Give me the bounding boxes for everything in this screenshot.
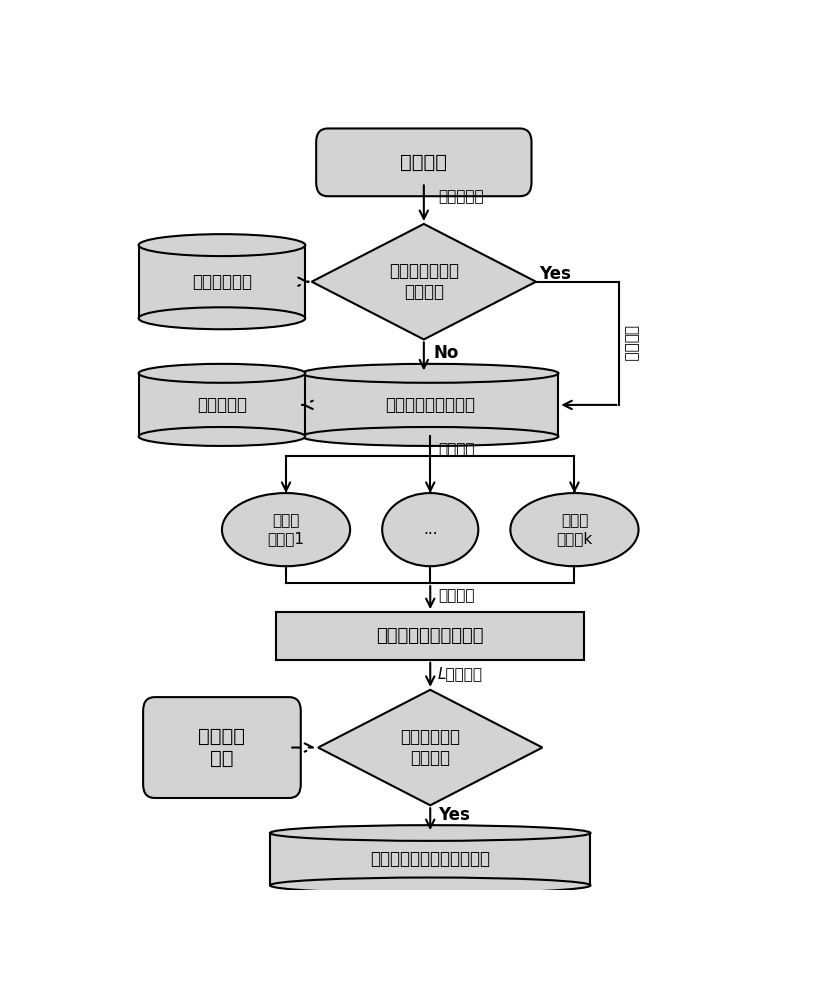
Text: 研究区域: 研究区域 bbox=[400, 153, 447, 172]
Ellipse shape bbox=[382, 493, 478, 566]
Bar bbox=[302, 373, 558, 436]
FancyBboxPatch shape bbox=[316, 128, 532, 196]
Text: 插补回填: 插补回填 bbox=[624, 325, 638, 362]
Ellipse shape bbox=[139, 427, 305, 446]
Text: 降维分析: 降维分析 bbox=[438, 442, 475, 457]
Ellipse shape bbox=[270, 825, 590, 841]
Ellipse shape bbox=[139, 307, 305, 329]
Text: ...: ... bbox=[423, 522, 437, 537]
Text: No: No bbox=[433, 344, 459, 362]
Text: 空间随机
抽样: 空间随机 抽样 bbox=[198, 727, 246, 768]
Text: 特征加权: 特征加权 bbox=[438, 588, 475, 603]
Text: 顾及地理环境特征负样本集: 顾及地理环境特征负样本集 bbox=[370, 850, 490, 868]
Text: 地理环境加权特征空间: 地理环境加权特征空间 bbox=[376, 627, 484, 645]
Text: Yes: Yes bbox=[539, 265, 571, 283]
Text: 地理环境数据: 地理环境数据 bbox=[192, 273, 252, 291]
Text: 地理环
境特征1: 地理环 境特征1 bbox=[268, 513, 304, 546]
Polygon shape bbox=[312, 224, 536, 339]
Polygon shape bbox=[318, 690, 543, 805]
Ellipse shape bbox=[510, 493, 638, 566]
Ellipse shape bbox=[302, 364, 558, 383]
Text: 格网中地理环境
变量缺失: 格网中地理环境 变量缺失 bbox=[389, 262, 459, 301]
Ellipse shape bbox=[139, 364, 305, 383]
Ellipse shape bbox=[139, 234, 305, 256]
Bar bbox=[139, 373, 305, 436]
Text: 采样点异常度
大于阈值: 采样点异常度 大于阈值 bbox=[400, 728, 461, 767]
Text: Yes: Yes bbox=[438, 806, 470, 824]
Ellipse shape bbox=[302, 427, 558, 446]
Bar bbox=[270, 833, 590, 885]
Text: 网格地理环境数据集: 网格地理环境数据集 bbox=[385, 396, 476, 414]
Ellipse shape bbox=[222, 493, 350, 566]
Text: 地理环
境特征k: 地理环 境特征k bbox=[557, 513, 593, 546]
Bar bbox=[139, 245, 305, 318]
Text: 离散格网化: 离散格网化 bbox=[438, 190, 484, 205]
Text: 正样本点集: 正样本点集 bbox=[197, 396, 247, 414]
Text: L近邻计算: L近邻计算 bbox=[438, 666, 483, 681]
FancyBboxPatch shape bbox=[143, 697, 301, 798]
Bar bbox=[276, 612, 584, 660]
Ellipse shape bbox=[270, 878, 590, 893]
